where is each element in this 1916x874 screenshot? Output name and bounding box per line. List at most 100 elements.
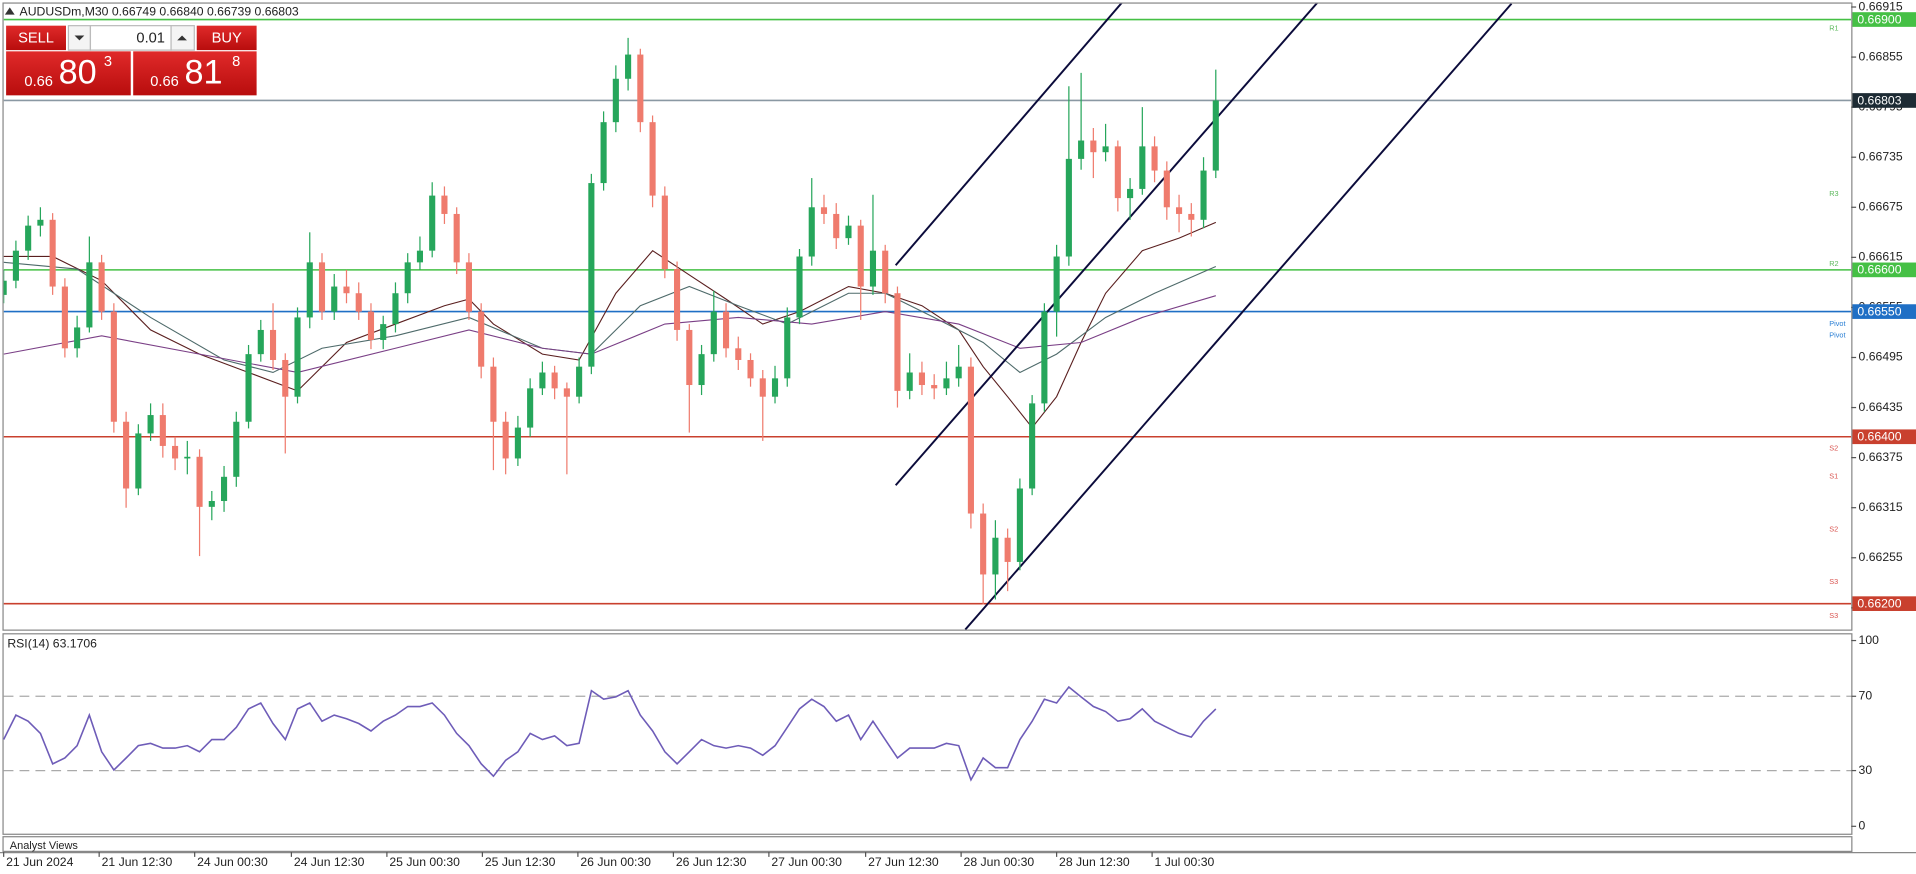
candle-body xyxy=(257,329,264,355)
y-tick-label: 0 xyxy=(1859,819,1866,833)
candle xyxy=(906,353,913,400)
candle-body xyxy=(1102,146,1109,153)
y-tick-label: 0.66915 xyxy=(1859,0,1903,13)
candle-body xyxy=(1151,146,1158,171)
candle-body xyxy=(98,262,105,312)
candle xyxy=(1065,86,1072,266)
candle xyxy=(869,194,877,295)
sell-price-big: 0.66 xyxy=(24,74,53,90)
candle-body xyxy=(429,195,436,251)
candle xyxy=(257,319,264,362)
candle-body xyxy=(392,293,399,325)
candle xyxy=(220,465,228,512)
candle xyxy=(282,353,289,454)
buy-price-box[interactable] xyxy=(133,51,257,96)
candle-body xyxy=(686,329,693,386)
candle-body xyxy=(1212,100,1219,171)
candle-body xyxy=(674,269,681,330)
sell-price-box[interactable] xyxy=(6,51,131,96)
candle xyxy=(514,415,521,466)
candle xyxy=(857,219,864,320)
candle xyxy=(184,440,191,475)
candle xyxy=(771,365,779,404)
buy-price-main: 81 xyxy=(185,54,223,92)
rsi-title: RSI(14) 63.1706 xyxy=(7,636,97,650)
candle-body xyxy=(25,225,32,251)
channel-line[interactable] xyxy=(964,3,1513,630)
price-label: 0.66550 xyxy=(1857,304,1901,318)
candle-body xyxy=(931,385,938,389)
price-label: 0.66400 xyxy=(1857,430,1901,444)
candle xyxy=(110,303,117,433)
candle-body xyxy=(1127,188,1134,199)
candle xyxy=(649,115,656,208)
y-tick-label: 0.66675 xyxy=(1859,200,1903,214)
moving-average xyxy=(3,261,1217,374)
rsi-line xyxy=(2,685,1217,782)
candle xyxy=(159,403,166,458)
pivot-label: S1 xyxy=(1829,472,1838,481)
candle xyxy=(980,503,987,605)
candle xyxy=(931,374,938,400)
trendlines xyxy=(894,0,1513,630)
y-tick-label: 0.66255 xyxy=(1859,550,1903,564)
y-tick-label: 0.66375 xyxy=(1859,450,1903,464)
candle-body xyxy=(159,415,166,446)
price-label-bg xyxy=(1852,596,1916,611)
channel-line[interactable] xyxy=(894,0,1320,486)
candle xyxy=(735,336,742,371)
candle xyxy=(355,282,362,320)
sell-label: SELL xyxy=(18,30,54,46)
candle xyxy=(1102,123,1109,162)
candle-body xyxy=(869,250,877,287)
price-label: 0.66803 xyxy=(1857,93,1901,107)
pivot-label: R1 xyxy=(1829,24,1838,33)
candle xyxy=(894,286,901,408)
candle xyxy=(233,411,240,487)
candle-body xyxy=(551,372,558,389)
candle xyxy=(367,303,375,350)
candle-body xyxy=(1163,170,1170,208)
candle xyxy=(1127,178,1134,220)
pivot-label: S3 xyxy=(1829,611,1838,620)
y-tick-label: 0.66495 xyxy=(1859,350,1903,364)
candle-body xyxy=(992,537,999,575)
candle-body xyxy=(771,378,779,397)
candle xyxy=(3,269,7,304)
candle xyxy=(98,254,105,320)
price-label-bg xyxy=(1852,262,1916,278)
channel-line[interactable] xyxy=(894,0,1125,266)
candle-body xyxy=(980,513,987,575)
sell-button[interactable] xyxy=(6,25,66,51)
candle-body xyxy=(196,456,203,507)
x-tick-label: 28 Jun 12:30 xyxy=(1059,855,1130,869)
candle-body xyxy=(233,421,240,477)
candle-body xyxy=(502,421,509,459)
candle-body xyxy=(563,388,570,397)
candle xyxy=(343,269,350,304)
candle-body xyxy=(857,225,864,287)
candle-body xyxy=(1188,213,1195,220)
y-tick-label: 0.66855 xyxy=(1859,49,1903,63)
candle-body xyxy=(784,317,791,379)
analyst-views[interactable]: Analyst Views xyxy=(10,840,79,852)
y-tick-label: 100 xyxy=(1859,633,1880,647)
collapse-icon[interactable] xyxy=(4,7,15,15)
candle xyxy=(404,253,411,304)
candle xyxy=(1200,157,1207,229)
candle xyxy=(245,344,252,429)
rsi-panel: 100 70 30 0 xyxy=(2,633,1880,833)
candle xyxy=(612,65,619,133)
candle-body xyxy=(833,213,840,239)
analyst-bar[interactable] xyxy=(2,836,1853,852)
candle xyxy=(882,244,889,304)
x-tick-label: 24 Jun 00:30 xyxy=(197,855,268,869)
price-label-bg xyxy=(1852,12,1916,27)
trade-panel: SELL 0.01 BUY 0.66 80 3 0.66 81 8 xyxy=(6,25,257,96)
candle xyxy=(710,290,717,362)
buy-button[interactable] xyxy=(196,25,257,51)
candle xyxy=(135,424,142,496)
candle xyxy=(294,307,301,404)
candle-body xyxy=(600,122,607,184)
candle xyxy=(1114,140,1121,212)
